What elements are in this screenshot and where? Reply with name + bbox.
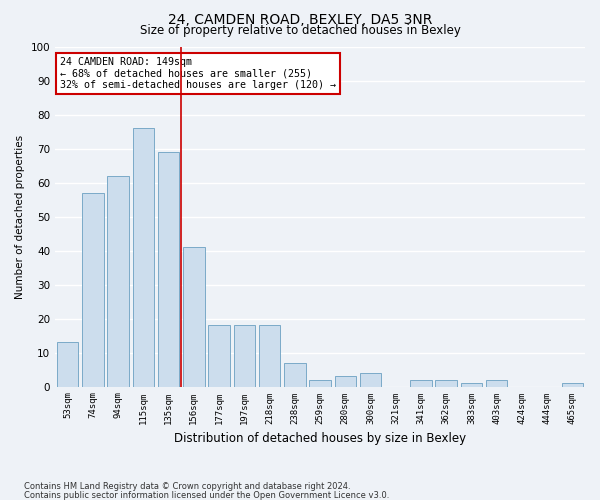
Bar bbox=[133, 128, 154, 386]
Bar bbox=[82, 192, 104, 386]
Bar bbox=[461, 383, 482, 386]
Bar bbox=[107, 176, 129, 386]
Text: Contains public sector information licensed under the Open Government Licence v3: Contains public sector information licen… bbox=[24, 490, 389, 500]
Bar bbox=[410, 380, 431, 386]
Text: 24, CAMDEN ROAD, BEXLEY, DA5 3NR: 24, CAMDEN ROAD, BEXLEY, DA5 3NR bbox=[168, 12, 432, 26]
Bar bbox=[309, 380, 331, 386]
Text: 24 CAMDEN ROAD: 149sqm
← 68% of detached houses are smaller (255)
32% of semi-de: 24 CAMDEN ROAD: 149sqm ← 68% of detached… bbox=[61, 56, 337, 90]
Bar bbox=[486, 380, 508, 386]
X-axis label: Distribution of detached houses by size in Bexley: Distribution of detached houses by size … bbox=[174, 432, 466, 445]
Text: Contains HM Land Registry data © Crown copyright and database right 2024.: Contains HM Land Registry data © Crown c… bbox=[24, 482, 350, 491]
Bar bbox=[284, 363, 305, 386]
Bar bbox=[158, 152, 179, 386]
Text: Size of property relative to detached houses in Bexley: Size of property relative to detached ho… bbox=[140, 24, 460, 37]
Bar bbox=[57, 342, 79, 386]
Bar bbox=[335, 376, 356, 386]
Bar bbox=[259, 326, 280, 386]
Y-axis label: Number of detached properties: Number of detached properties bbox=[15, 134, 25, 298]
Bar bbox=[360, 373, 381, 386]
Bar bbox=[183, 247, 205, 386]
Bar bbox=[208, 326, 230, 386]
Bar bbox=[562, 383, 583, 386]
Bar bbox=[233, 326, 255, 386]
Bar bbox=[436, 380, 457, 386]
